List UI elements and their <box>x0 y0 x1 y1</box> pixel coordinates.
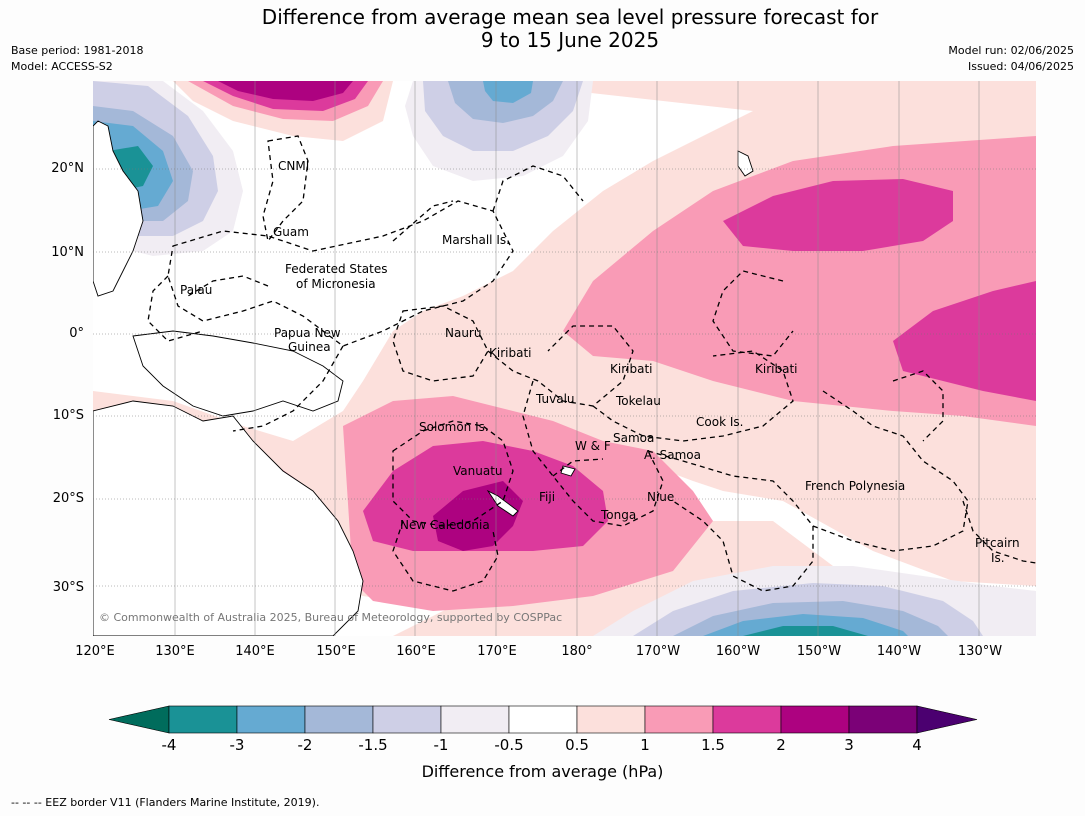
region-labels: CNMI Guam Marshall Is. Federated States … <box>180 159 1020 565</box>
label-solomon: Solomon Is. <box>419 420 489 434</box>
meta-right: Model run: 02/06/2025 Issued: 04/06/2025 <box>948 43 1074 75</box>
colorbar-segment <box>848 705 918 734</box>
base-period: Base period: 1981-2018 <box>11 44 144 57</box>
contour-darkmagenta-top <box>218 81 353 101</box>
lon-label-130w: 130°W <box>957 644 1003 659</box>
colorbar-segment <box>372 705 442 734</box>
fiji-land <box>560 465 576 477</box>
label-marshall: Marshall Is. <box>442 233 510 247</box>
lat-label-0: 0° <box>69 326 84 341</box>
lon-label-120e: 120°E <box>75 644 115 659</box>
lon-label-140w: 140°W <box>876 644 922 659</box>
colorbar-title: Difference from average (hPa) <box>421 762 664 781</box>
contour-magenta-ne <box>723 179 953 251</box>
new-guinea <box>132 330 344 417</box>
label-png-1: Papua New <box>274 326 341 340</box>
label-kiribati-e: Kiribati <box>755 362 797 376</box>
eez-legend-footer: -- -- -- EEZ border V11 (Flanders Marine… <box>11 796 320 809</box>
meridians <box>174 81 980 636</box>
colorbar-segment <box>440 705 510 734</box>
label-tokelau: Tokelau <box>615 394 661 408</box>
label-tuvalu: Tuvalu <box>535 392 575 406</box>
lat-label-10s: 10°S <box>52 408 84 423</box>
lat-label-20n: 20°N <box>51 161 84 176</box>
lon-label-150e: 150°E <box>316 644 356 659</box>
label-fsm-1: Federated States <box>285 262 387 276</box>
colorbar-segment <box>508 705 578 734</box>
label-vanuatu: Vanuatu <box>453 464 503 478</box>
colorbar-under-arrow <box>108 705 170 734</box>
colorbar-segment <box>576 705 646 734</box>
label-niue: Niue <box>647 490 674 504</box>
label-french-polynesia: French Polynesia <box>805 479 905 493</box>
cb-label: -0.5 <box>494 736 524 754</box>
cb-label: -3 <box>229 736 245 754</box>
graticule <box>93 168 1036 587</box>
label-fiji: Fiji <box>539 490 555 504</box>
label-kiribati-c: Kiribati <box>610 362 652 376</box>
title-line-2: 9 to 15 June 2025 <box>480 28 660 52</box>
eez-borders <box>147 135 1036 592</box>
colorbar <box>108 705 978 734</box>
label-cnmi: CNMI <box>278 159 309 173</box>
lat-label-30s: 30°S <box>52 580 84 595</box>
colorbar-segment <box>644 705 714 734</box>
cb-label: -1.5 <box>358 736 388 754</box>
cb-label: -1 <box>433 736 449 754</box>
lon-label-150w: 150°W <box>796 644 842 659</box>
label-new-caledonia: New Caledonia <box>400 518 490 532</box>
title-line-1: Difference from average mean sea level p… <box>261 5 879 29</box>
cb-label: 1.5 <box>701 736 725 754</box>
cb-label: -2 <box>297 736 313 754</box>
new-caledonia-land <box>486 489 519 517</box>
lat-label-10n: 10°N <box>51 245 84 260</box>
contour-neg-s-4 <box>703 614 908 636</box>
lon-label-180: 180° <box>561 644 593 659</box>
contour-neg-n-4 <box>483 81 533 103</box>
label-fsm-2: of Micronesia <box>296 277 376 291</box>
label-am-samoa: A. Samoa <box>644 448 701 462</box>
lon-label-140e: 140°E <box>235 644 275 659</box>
colorbar-segment <box>236 705 306 734</box>
cb-label: -4 <box>161 736 177 754</box>
contour-magenta-e <box>893 281 1036 401</box>
label-palau: Palau <box>180 283 212 297</box>
label-guam: Guam <box>273 225 309 239</box>
label-pitcairn-1: Pitcairn <box>975 536 1020 550</box>
colorbar-segment <box>168 705 238 734</box>
lon-label-170e: 170°E <box>477 644 517 659</box>
model-name: Model: ACCESS-S2 <box>11 60 113 73</box>
colorbar-segment <box>780 705 850 734</box>
label-samoa: Samoa <box>613 431 654 445</box>
australia <box>93 400 364 636</box>
lon-label-130e: 130°E <box>155 644 195 659</box>
meta-left: Base period: 1981-2018 Model: ACCESS-S2 <box>11 43 143 75</box>
contour-neg-s-5 <box>743 626 868 636</box>
label-kiribati-w: Kiribati <box>489 346 531 360</box>
cb-label: 2 <box>776 736 786 754</box>
colorbar-over-arrow <box>916 705 978 734</box>
label-wf: W & F <box>575 439 611 453</box>
model-run: Model run: 02/06/2025 <box>948 44 1074 57</box>
lat-label-20s: 20°S <box>52 491 84 506</box>
colorbar-segment <box>712 705 782 734</box>
cb-label: 4 <box>912 736 922 754</box>
lon-label-160w: 160°W <box>715 644 761 659</box>
map: CNMI Guam Marshall Is. Federated States … <box>93 81 1036 636</box>
label-tonga: Tonga <box>600 508 636 522</box>
issued-date: Issued: 04/06/2025 <box>967 60 1074 73</box>
label-png-2: Guinea <box>288 340 331 354</box>
chart-title: Difference from average mean sea level p… <box>0 6 1085 52</box>
colorbar-segment <box>304 705 374 734</box>
lon-label-170w: 170°W <box>635 644 681 659</box>
label-pitcairn-2: Is. <box>991 551 1005 565</box>
copyright-text: © Commonwealth of Australia 2025, Bureau… <box>99 611 562 624</box>
label-cook: Cook Is. <box>696 415 743 429</box>
label-nauru: Nauru <box>445 326 481 340</box>
cb-label: 3 <box>844 736 854 754</box>
lon-label-160e: 160°E <box>396 644 436 659</box>
cb-label: 1 <box>640 736 650 754</box>
cb-label: 0.5 <box>565 736 589 754</box>
